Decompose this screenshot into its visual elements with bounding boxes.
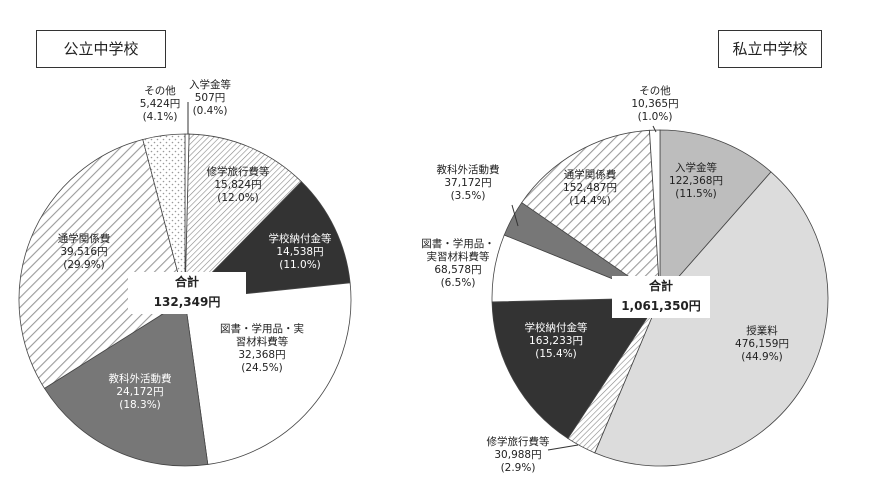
slice-label-private-1: 授業料 476,159円(44.9%) xyxy=(735,324,789,363)
slice-labels: 入学金等 507円(0.4%) 修学旅行費等 15,824円(12.0%) 学校納付金等… xyxy=(58,78,789,474)
pie-slice-private-3 xyxy=(491,297,661,440)
pie-slice-public-4 xyxy=(43,299,209,467)
total-value-private: 1,061,350円 xyxy=(621,299,701,313)
total-label-public: 合計 xyxy=(174,275,199,289)
leader-line-2 xyxy=(547,444,579,451)
slice-label-private-5: 教科外活動費 37,172円(3.5%) xyxy=(437,163,500,202)
leader-line-1 xyxy=(511,204,519,227)
pie-private xyxy=(491,129,829,467)
slice-label-public-1: 修学旅行費等 15,824円(12.0%) xyxy=(207,165,270,204)
slice-label-public-2: 学校納付金等 14,538円(11.0%) xyxy=(269,232,332,271)
slice-label-private-3: 学校納付金等 163,233円(15.4%) xyxy=(525,321,588,360)
pie-slice-private-0 xyxy=(659,129,772,300)
pie-slice-public-1 xyxy=(184,133,303,302)
pie-slice-public-6 xyxy=(142,133,186,301)
slice-label-public-6: その他 5,424円(4.1%) xyxy=(140,84,181,123)
slice-label-public-0: 入学金等 507円(0.4%) xyxy=(189,78,231,117)
total-box-private: 合計 1,061,350円 xyxy=(612,276,710,318)
total-label-private: 合計 xyxy=(648,279,673,293)
chart-title-public: 公立中学校 xyxy=(36,30,166,68)
total-value-public: 132,349円 xyxy=(153,295,221,309)
pie-slice-public-3 xyxy=(184,282,352,465)
pie-slice-private-1 xyxy=(594,171,829,467)
slice-label-private-6: 通学関係費 152,487円(14.4%) xyxy=(563,168,617,207)
pie-public xyxy=(18,133,352,467)
leader-line-3 xyxy=(652,125,657,133)
chart-title-private: 私立中学校 xyxy=(718,30,822,68)
slice-label-private-7: その他 10,365円(1.0%) xyxy=(631,84,678,123)
pie-slice-public-5 xyxy=(18,138,186,389)
slice-label-private-2: 修学旅行費等 30,988円(2.9%) xyxy=(487,435,550,474)
slice-label-private-0: 入学金等 122,368円(11.5%) xyxy=(669,161,723,200)
slice-label-public-5: 通学関係費 39,516円(29.9%) xyxy=(58,232,111,271)
pie-slice-public-2 xyxy=(183,181,351,301)
slice-label-public-3: 図書・学用品・実習材料費等 32,368円(24.5%) xyxy=(220,322,304,374)
total-box-public: 合計 132,349円 xyxy=(128,272,246,314)
slice-label-public-4: 教科外活動費 24,172円(18.3%) xyxy=(109,372,172,411)
pie-slice-private-6 xyxy=(521,129,661,299)
slice-label-private-4: 図書・学用品・実習材料費等 68,578円(6.5%) xyxy=(421,237,495,289)
